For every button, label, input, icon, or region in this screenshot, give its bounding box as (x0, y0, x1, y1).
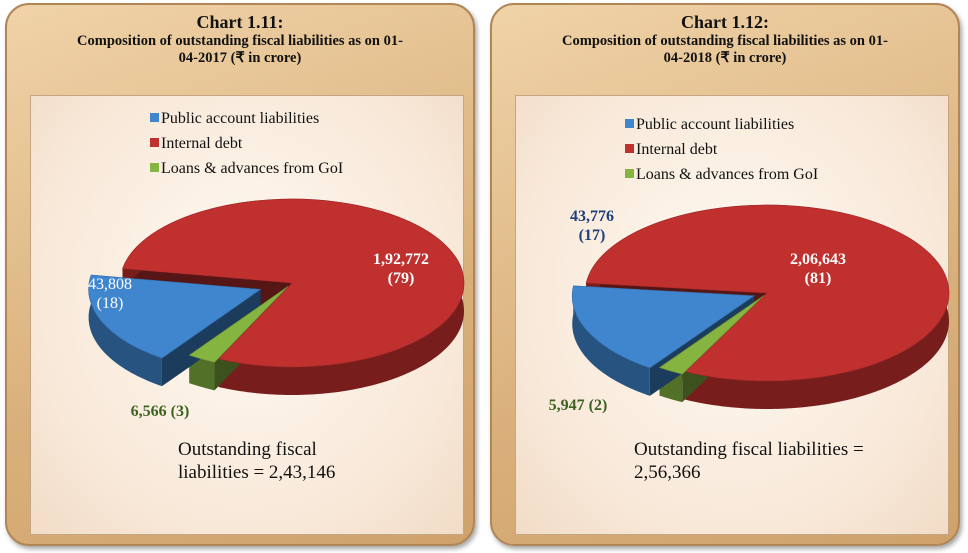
chart-subtitle: Composition of outstanding fiscal liabil… (562, 33, 888, 66)
percent-label: (17) (578, 227, 606, 244)
legend-item: Internal debt (150, 135, 242, 153)
legend-item: Public account liabilities (150, 110, 319, 128)
chart-title: Chart 1.11: (196, 12, 284, 32)
data-label: 43,776 (17) (532, 207, 652, 245)
data-label: 43,808 (18) (50, 275, 170, 313)
legend-label: Public account liabilities (636, 116, 795, 133)
chart-title: Chart 1.12: (681, 12, 769, 32)
legend-marker (625, 169, 634, 178)
legend-marker (625, 144, 634, 153)
legend-item: Public account liabilities (625, 116, 794, 134)
percent-label: (18) (96, 295, 124, 312)
legend-label: Loans & advances from GoI (161, 160, 344, 177)
chart-subtitle: Composition of outstanding fiscal liabil… (77, 33, 403, 66)
percent-label: (79) (387, 270, 415, 287)
pie-slice (122, 198, 465, 368)
value-label: 43,776 (570, 208, 614, 225)
pie-slice (188, 286, 289, 363)
slice-wall (88, 274, 162, 387)
annotation: Outstanding fiscal liabilities = 2,56,36… (634, 439, 864, 483)
percent-label: (3) (170, 403, 190, 420)
legend-marker (150, 113, 159, 122)
legend-label: Internal debt (636, 141, 718, 158)
value-label: 1,92,772 (373, 251, 429, 268)
legend-label: Public account liabilities (161, 110, 320, 127)
value-label: 6,566 (130, 403, 167, 420)
pie-slice (88, 274, 262, 359)
slice-wall (572, 285, 650, 396)
value-label: 5,947 (548, 397, 585, 414)
legend-label: Internal debt (161, 135, 243, 152)
percent-label: (2) (588, 397, 608, 414)
slice-wall (189, 355, 215, 391)
data-label: 1,92,772 (79) (341, 250, 461, 288)
percent-label: (81) (804, 270, 832, 287)
legend-marker (625, 119, 634, 128)
legend-label: Loans & advances from GoI (636, 166, 819, 183)
data-label: 5,947 (2) (518, 396, 638, 415)
legend-item: Loans & advances from GoI (625, 166, 818, 184)
data-label: 2,06,643 (81) (758, 250, 878, 288)
data-label: 6,566 (3) (100, 402, 220, 421)
legend-marker (150, 138, 159, 147)
legend-item: Internal debt (625, 141, 717, 159)
pie-slice (658, 295, 765, 375)
annotation: Outstanding fiscal liabilities = 2,43,14… (178, 439, 336, 483)
pie-slice (571, 285, 756, 369)
legend-item: Loans & advances from GoI (150, 160, 343, 178)
value-label: 43,808 (88, 276, 132, 293)
pie-slice (585, 204, 950, 382)
value-label: 2,06,643 (790, 251, 846, 268)
legend-marker (150, 163, 159, 172)
